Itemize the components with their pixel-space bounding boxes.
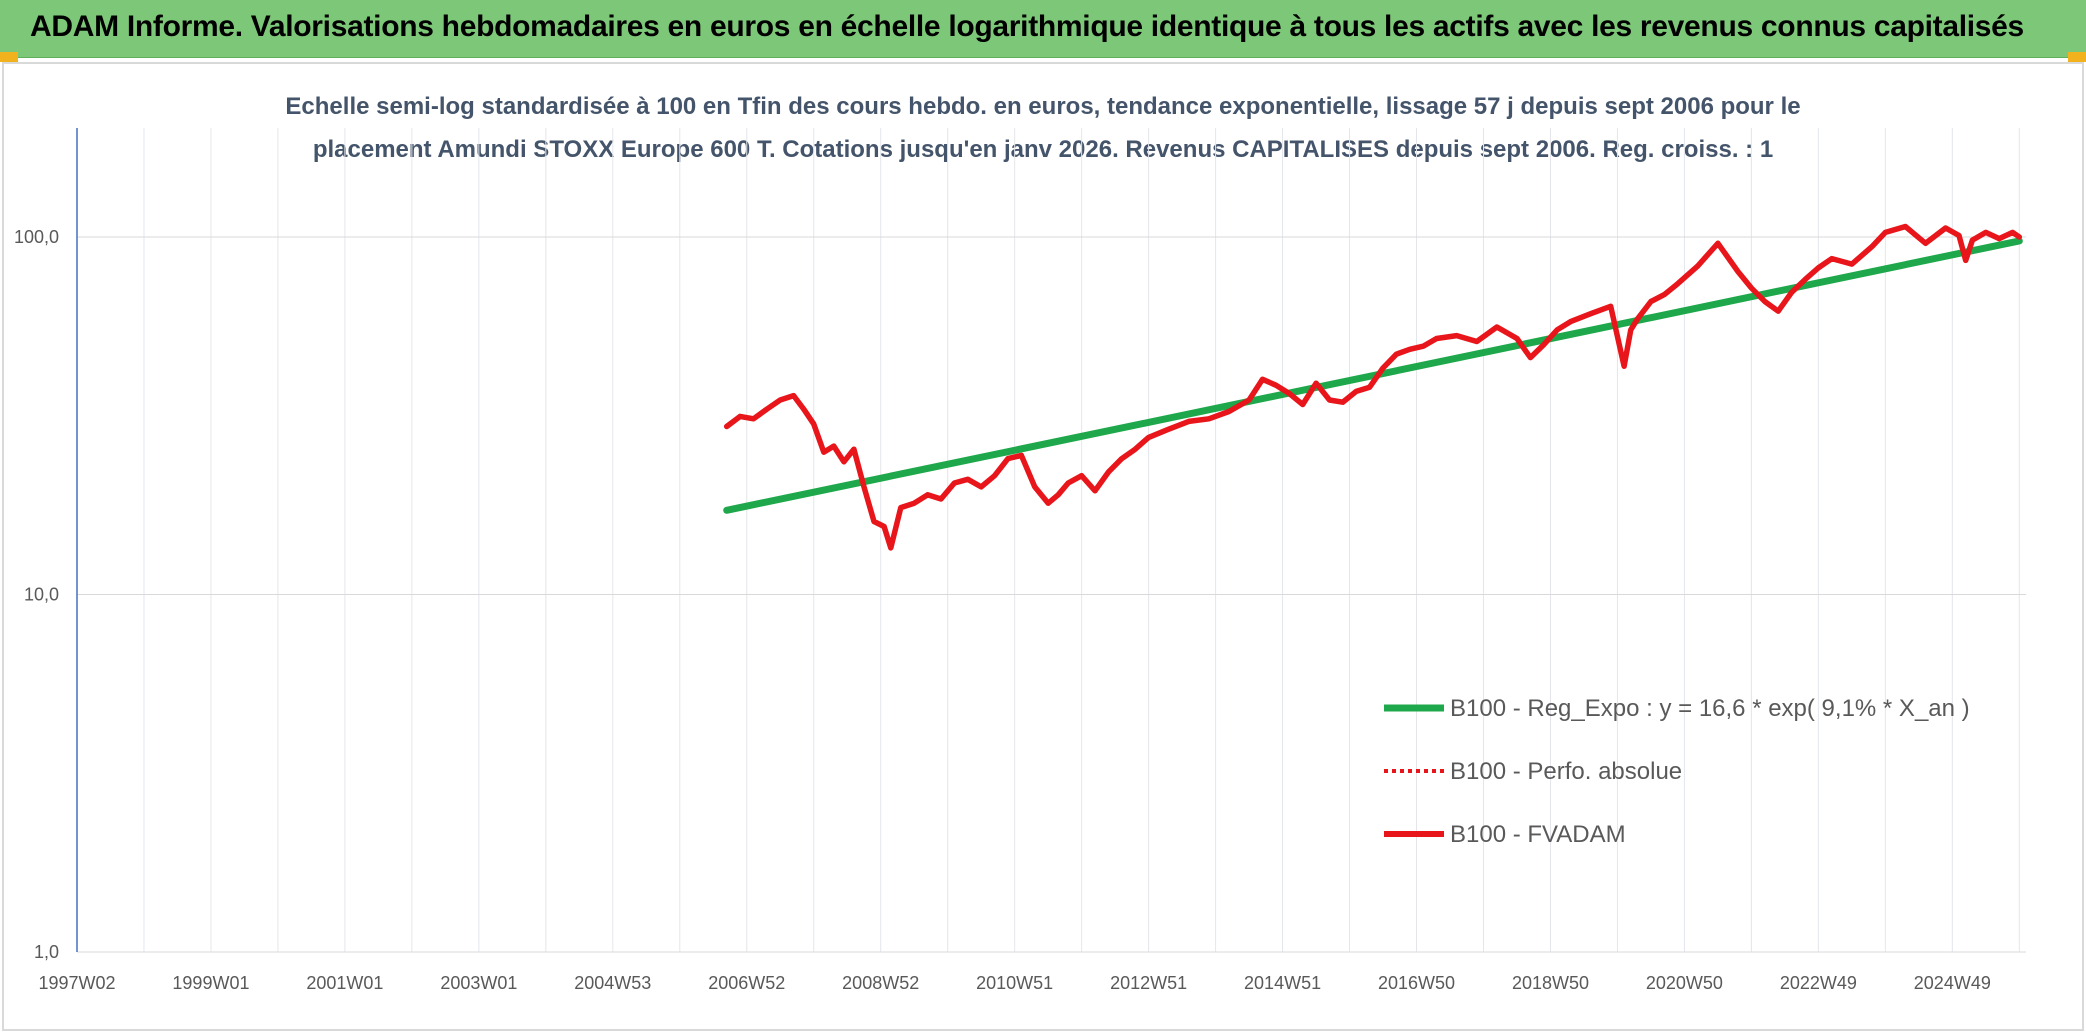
x-tick-label: 2008W52 <box>842 973 919 993</box>
x-tick-label: 2014W51 <box>1244 973 1321 993</box>
x-tick-label: 1997W02 <box>38 973 115 993</box>
report-title: ADAM Informe. Valorisations hebdomadaire… <box>30 10 2024 43</box>
legend: B100 - Reg_Expo : y = 16,6 * exp( 9,1% *… <box>1384 695 1970 848</box>
corner-marker-top-left <box>0 52 18 62</box>
x-tick-label: 2012W51 <box>1110 973 1187 993</box>
x-tick-label: 2016W50 <box>1378 973 1455 993</box>
x-tick-label: 2022W49 <box>1780 973 1857 993</box>
series-fvadam-line <box>723 223 2023 551</box>
report-header: ADAM Informe. Valorisations hebdomadaire… <box>0 0 2086 58</box>
axes: 1,0 10,0 100,0 1997W02 1999W01 2001W01 2003W01… <box>14 128 1991 993</box>
x-tick-label: 2018W50 <box>1512 973 1589 993</box>
y-tick-label: 1,0 <box>34 942 59 962</box>
y-tick-label: 10,0 <box>24 585 59 605</box>
x-tick-label: 2001W01 <box>306 973 383 993</box>
corner-marker-top-right <box>2068 52 2086 62</box>
series <box>723 223 2023 551</box>
chart-subtitle-line-1: Echelle semi-log standardisée à 100 en T… <box>285 93 1800 120</box>
x-tick-label: 2020W50 <box>1646 973 1723 993</box>
chart-frame <box>2 62 2084 1031</box>
x-tick-label: 2010W51 <box>976 973 1053 993</box>
legend-label: B100 - Perfo. absolue <box>1450 758 1682 785</box>
chart-subtitle-line-2: placement Amundi STOXX Europe 600 T. Cot… <box>313 136 1773 163</box>
x-tick-label: 1999W01 <box>172 973 249 993</box>
x-tick-label: 2006W52 <box>708 973 785 993</box>
x-tick-label: 2003W01 <box>440 973 517 993</box>
x-tick-label: 2024W49 <box>1914 973 1991 993</box>
series-reg-expo-line <box>723 237 2023 514</box>
x-tick-label: 2004W53 <box>574 973 651 993</box>
legend-label: B100 - FVADAM <box>1450 821 1626 848</box>
gridlines <box>77 128 2026 953</box>
legend-label: B100 - Reg_Expo : y = 16,6 * exp( 9,1% *… <box>1450 695 1970 722</box>
y-tick-label: 100,0 <box>14 227 59 247</box>
